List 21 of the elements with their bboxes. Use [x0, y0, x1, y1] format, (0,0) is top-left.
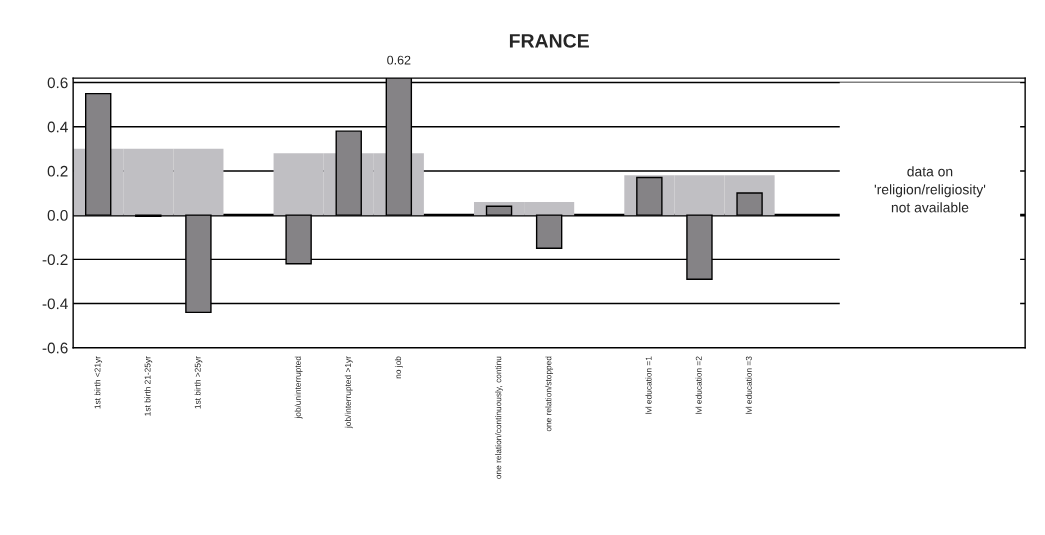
y-tick-label: 0.6	[47, 77, 68, 89]
y-tick-label: -0.2	[42, 254, 68, 266]
x-tick-label: job/uninterrupted	[294, 356, 303, 419]
x-tick-label: 1st birth 21-25yr	[144, 356, 153, 416]
x-tick-label: lvl education =2	[695, 356, 702, 414]
x-tick-label: one relation/stopped	[545, 356, 554, 432]
chart-title: FRANCE	[509, 33, 589, 48]
data-label: 0.62	[387, 55, 411, 65]
x-tick-label: one relation/continuously, continu	[495, 356, 503, 479]
y-tick-label: -0.4	[42, 298, 68, 310]
x-tick-label: lvl education =1	[645, 356, 652, 414]
x-tick-label: 1st birth <21yr	[94, 356, 103, 409]
x-tick-label: no job	[394, 356, 403, 379]
y-tick-label: 0.0	[47, 210, 68, 221]
y-tick-label: -0.6	[42, 342, 68, 354]
y-tick-label: 0.4	[47, 121, 68, 133]
x-tick-label: job/interrupted >1yr	[344, 356, 353, 429]
y-tick-label: 0.2	[47, 165, 68, 177]
annotation: data on 'religion/religiosity' not available	[874, 166, 986, 213]
x-tick-label: 1st birth >25yr	[194, 356, 203, 409]
x-tick-label: lvl education =3	[745, 356, 752, 414]
